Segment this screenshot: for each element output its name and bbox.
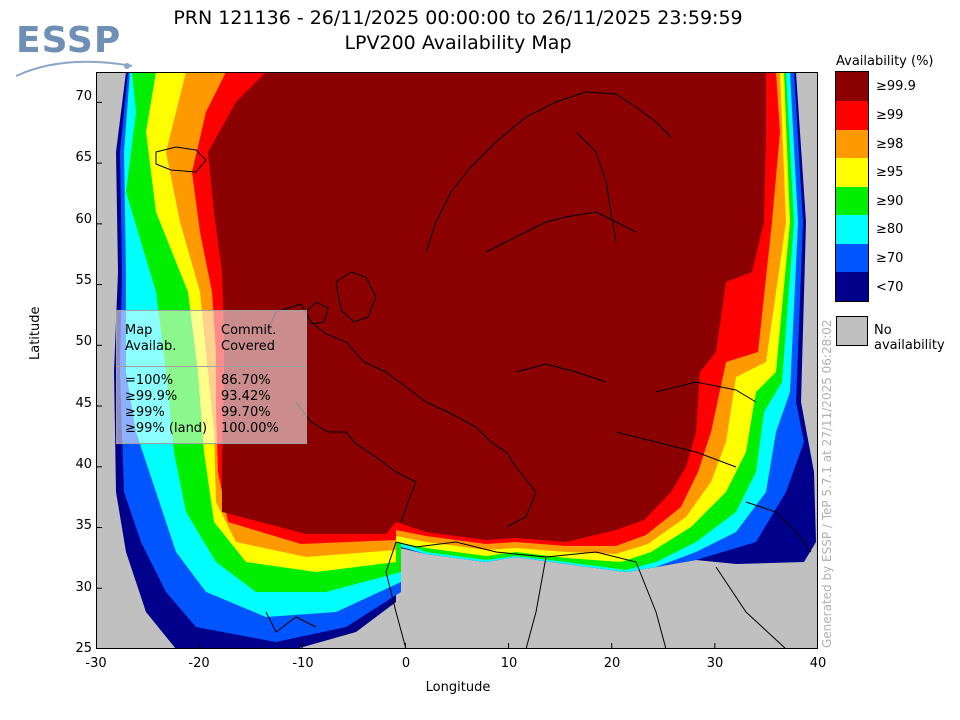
stats-header-line: Commit.	[221, 323, 277, 338]
legend-label: ≥70	[876, 251, 904, 266]
no-availability-swatch	[836, 316, 868, 346]
stats-row-availability: =100%	[125, 373, 174, 388]
legend-label: <70	[876, 280, 904, 295]
stats-header-line: Map	[125, 323, 153, 338]
y-tick-label: 50	[75, 334, 92, 349]
map-subtitle: LPV200 Availability Map	[344, 32, 572, 54]
legend-swatch	[836, 130, 868, 159]
legend-title: Availability (%)	[836, 54, 934, 69]
x-tick-label: -20	[188, 656, 210, 671]
x-tick-label: -10	[292, 656, 314, 671]
stats-row-covered: 99.70%	[221, 405, 271, 420]
x-axis-label: Longitude	[425, 680, 491, 695]
stats-row-covered: 100.00%	[221, 421, 279, 436]
x-tick-label: 0	[401, 656, 411, 671]
stats-header-covered: Commit. Covered	[221, 323, 276, 355]
stats-row-availability: ≥99% (land)	[125, 421, 208, 436]
y-axis-label: Latitude	[28, 306, 43, 360]
y-tick-label: 45	[75, 396, 92, 411]
legend-label: ≥99.9	[876, 79, 916, 94]
availability-map	[96, 72, 818, 649]
legend-label: ≥98	[876, 137, 904, 152]
y-tick-label: 25	[75, 641, 92, 656]
logo-text: ESSP	[16, 20, 121, 61]
stats-row-availability: ≥99%	[125, 405, 165, 420]
legend-label: ≥90	[876, 194, 904, 209]
essp-logo: ESSP	[15, 20, 133, 77]
coastlines	[155, 91, 812, 649]
stats-row-covered: 93.42%	[221, 389, 271, 404]
coverage-stats-box: Map Availab. Commit. Covered =100% 86.70…	[116, 310, 307, 444]
x-tick-label: 30	[706, 656, 724, 671]
legend-swatch	[836, 158, 868, 187]
legend-label: ≥80	[876, 222, 904, 237]
x-tick-label: -30	[85, 656, 107, 671]
legend-label: ≥95	[876, 165, 904, 180]
no-availability-label: No availability	[874, 323, 945, 353]
stats-row-covered: 86.70%	[221, 373, 271, 388]
x-tick-label: 40	[809, 656, 827, 671]
legend-swatch	[836, 101, 868, 130]
legend-swatch	[836, 72, 868, 101]
legend-swatch	[836, 187, 868, 216]
y-tick-label: 70	[75, 89, 92, 104]
y-tick-label: 55	[75, 273, 92, 288]
band-99-9	[208, 72, 766, 542]
stats-divider	[117, 366, 306, 367]
map-title: PRN 121136 - 26/11/2025 00:00:00 to 26/1…	[173, 7, 743, 29]
axis-ticks	[96, 101, 818, 649]
y-tick-label: 35	[75, 518, 92, 533]
stats-header-line: Availab.	[125, 339, 177, 354]
legend-swatch	[836, 244, 868, 273]
stats-row-availability: ≥99.9%	[125, 389, 178, 404]
map-frame	[96, 72, 818, 649]
x-tick-label: 20	[603, 656, 621, 671]
legend-swatch	[836, 272, 868, 301]
stats-header-availability: Map Availab.	[125, 323, 176, 355]
y-tick-label: 40	[75, 457, 92, 472]
legend-swatch	[836, 215, 868, 244]
legend-label: ≥99	[876, 108, 904, 123]
y-tick-label: 60	[75, 212, 92, 227]
y-tick-label: 65	[75, 150, 92, 165]
stats-header-line: Covered	[221, 339, 276, 354]
x-tick-label: 10	[500, 656, 518, 671]
generated-by-text: Generated by ESSP / TeP 5.7.1 at 27/11/2…	[820, 319, 834, 648]
y-tick-label: 30	[75, 580, 92, 595]
